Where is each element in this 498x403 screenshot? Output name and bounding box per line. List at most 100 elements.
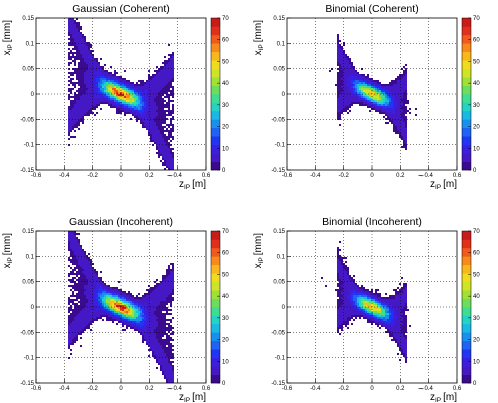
heatmap-cell xyxy=(72,273,74,275)
heatmap-cell xyxy=(403,313,405,315)
heatmap-cell xyxy=(172,152,174,154)
heatmap-cell xyxy=(146,325,148,327)
heatmap-cell xyxy=(74,22,76,24)
heatmap-cell xyxy=(116,295,118,297)
heatmap-cell xyxy=(160,297,162,299)
heatmap-cell xyxy=(136,100,138,102)
heatmap-cell xyxy=(158,335,160,337)
heatmap-cell xyxy=(369,106,371,108)
heatmap-cell xyxy=(160,365,162,367)
heatmap-cell xyxy=(373,98,375,100)
heatmap-cell xyxy=(140,313,142,315)
x-tick-label: 0 xyxy=(370,173,374,179)
heatmap-cell xyxy=(100,92,102,94)
heatmap-cell xyxy=(80,245,82,247)
heatmap-cell xyxy=(158,142,160,144)
heatmap-cell xyxy=(393,120,395,122)
heatmap-cell xyxy=(393,104,395,106)
heatmap-cell xyxy=(389,86,391,88)
heatmap-cell xyxy=(407,110,409,112)
heatmap-cell xyxy=(359,92,361,94)
heatmap-cell xyxy=(337,86,339,88)
heatmap-cell xyxy=(128,84,130,86)
heatmap-cell xyxy=(128,291,130,293)
heatmap-cell xyxy=(403,140,405,142)
heatmap-cell xyxy=(74,311,76,313)
heatmap-cell xyxy=(70,18,72,20)
heatmap-cell xyxy=(148,118,150,120)
heatmap-cell xyxy=(158,293,160,295)
heatmap-cell xyxy=(90,98,92,100)
heatmap-cell xyxy=(114,70,116,72)
heatmap-cell xyxy=(78,36,80,38)
heatmap-cell xyxy=(164,339,166,341)
heatmap-cell xyxy=(74,100,76,102)
heatmap-cell xyxy=(170,327,172,329)
heatmap-cell xyxy=(349,84,351,86)
heatmap-cell xyxy=(367,96,369,98)
heatmap-cell xyxy=(78,259,80,261)
heatmap-cell xyxy=(122,317,124,319)
heatmap-cell xyxy=(74,64,76,66)
heatmap-cell xyxy=(154,114,156,116)
heatmap-cell xyxy=(341,275,343,277)
heatmap-cell xyxy=(150,80,152,82)
heatmap-cell xyxy=(383,86,385,88)
heatmap-cell xyxy=(158,102,160,104)
heatmap-cell xyxy=(152,321,154,323)
heatmap-cell xyxy=(88,106,90,108)
heatmap-cell xyxy=(339,108,341,110)
heatmap-cell xyxy=(160,361,162,363)
heatmap-cell xyxy=(146,116,148,118)
heatmap-cell xyxy=(154,96,156,98)
heatmap-cell xyxy=(337,263,339,265)
heatmap-cell xyxy=(100,80,102,82)
heatmap-cell xyxy=(70,329,72,331)
heatmap-cell xyxy=(156,126,158,128)
y-axis-label-main: x xyxy=(253,50,264,55)
heatmap-cell xyxy=(102,281,104,283)
heatmap-cell xyxy=(343,309,345,311)
heatmap-cell xyxy=(160,339,162,341)
heatmap-cell xyxy=(369,307,371,309)
heatmap-cell xyxy=(134,311,136,313)
heatmap-cell xyxy=(337,299,339,301)
heatmap-cell xyxy=(90,323,92,325)
heatmap-cell xyxy=(359,90,361,92)
heatmap-cell xyxy=(164,92,166,94)
heatmap-cell xyxy=(68,249,70,251)
heatmap-cell xyxy=(347,62,349,64)
heatmap-cell xyxy=(367,317,369,319)
heatmap-cell xyxy=(80,54,82,56)
heatmap-cell xyxy=(74,251,76,253)
heatmap-cell xyxy=(375,104,377,106)
heatmap-cell xyxy=(80,277,82,279)
heatmap-cell xyxy=(168,267,170,269)
heatmap-cell xyxy=(148,98,150,100)
color-bar-segment xyxy=(211,60,220,69)
heatmap-cell xyxy=(375,291,377,293)
heatmap-cell xyxy=(72,20,74,22)
heatmap-cell xyxy=(168,96,170,98)
heatmap-cell xyxy=(84,86,86,88)
heatmap-cell xyxy=(395,122,397,124)
heatmap-cell xyxy=(82,114,84,116)
heatmap-cell xyxy=(377,108,379,110)
heatmap-cell xyxy=(106,309,108,311)
heatmap-cell xyxy=(377,100,379,102)
color-bar-segment xyxy=(211,26,220,36)
heatmap-cell xyxy=(160,72,162,74)
heatmap-cell xyxy=(405,138,407,140)
heatmap-cell xyxy=(104,84,106,86)
heatmap-cell xyxy=(68,34,70,36)
heatmap-cell xyxy=(377,311,379,313)
heatmap-cell xyxy=(124,299,126,301)
heatmap-cell xyxy=(128,313,130,315)
heatmap-cell xyxy=(168,106,170,108)
heatmap-cell xyxy=(164,301,166,303)
heatmap-cell xyxy=(80,323,82,325)
heatmap-cell xyxy=(98,94,100,96)
heatmap-cell xyxy=(82,50,84,52)
y-tick-label: 0 xyxy=(31,305,35,311)
heatmap-cell xyxy=(168,379,170,381)
